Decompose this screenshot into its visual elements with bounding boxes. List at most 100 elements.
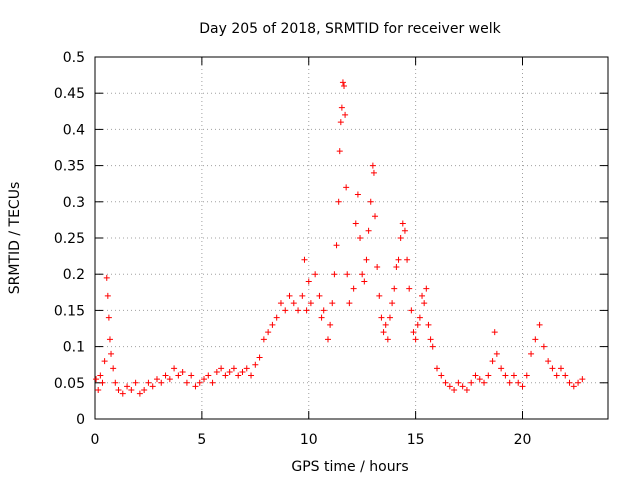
data-point [519, 383, 526, 390]
data-points [93, 79, 586, 397]
x-tick-label: 20 [514, 432, 532, 448]
data-point [506, 379, 513, 386]
data-point [336, 148, 343, 155]
data-point [108, 350, 115, 357]
data-point [307, 300, 314, 307]
data-point [425, 321, 432, 328]
data-point [213, 368, 220, 375]
data-point [344, 271, 351, 278]
data-point [103, 274, 110, 281]
data-point [359, 271, 366, 278]
data-point [386, 314, 393, 321]
data-point [365, 227, 372, 234]
data-point [354, 191, 361, 198]
data-point [331, 271, 338, 278]
data-point [510, 372, 517, 379]
data-point [230, 365, 237, 372]
data-point [316, 292, 323, 299]
data-point [269, 321, 276, 328]
x-tick-label: 5 [197, 432, 206, 448]
data-point [545, 358, 552, 365]
data-point [410, 329, 417, 336]
data-point [303, 307, 310, 314]
data-point [273, 314, 280, 321]
data-point [260, 336, 267, 343]
data-point [166, 376, 173, 383]
data-point [183, 379, 190, 386]
data-point [498, 365, 505, 372]
data-point [414, 321, 421, 328]
data-point [536, 321, 543, 328]
data-point [110, 365, 117, 372]
data-point [115, 387, 122, 394]
data-point [515, 379, 522, 386]
data-point [455, 379, 462, 386]
data-point [491, 329, 498, 336]
data-point [446, 383, 453, 390]
data-point [421, 300, 428, 307]
data-point [105, 314, 112, 321]
chart-title: Day 205 of 2018, SRMTID for receiver wel… [199, 21, 501, 37]
data-point [459, 383, 466, 390]
data-point [149, 383, 156, 390]
data-point [481, 379, 488, 386]
data-point [434, 365, 440, 372]
grid [95, 57, 608, 419]
data-point [408, 307, 415, 314]
data-point [566, 379, 573, 386]
data-point [489, 358, 496, 365]
data-point [171, 365, 178, 372]
data-point [256, 354, 263, 361]
data-point [502, 372, 509, 379]
y-tick-label: 0.3 [63, 195, 85, 211]
data-point [427, 336, 434, 343]
data-point [301, 256, 308, 263]
data-point [549, 365, 556, 372]
y-tick-label: 0.2 [63, 267, 85, 283]
data-point [395, 256, 402, 263]
data-point [369, 162, 376, 169]
data-point [337, 119, 344, 126]
data-point [378, 314, 385, 321]
data-point [523, 372, 530, 379]
x-tick-label: 0 [91, 432, 100, 448]
data-point [99, 379, 106, 386]
data-point [562, 372, 569, 379]
data-point [540, 343, 547, 350]
data-point [442, 379, 449, 386]
y-tick-label: 0.5 [63, 50, 85, 66]
y-tick-label: 0.25 [54, 231, 85, 247]
data-point [532, 336, 539, 343]
data-point [209, 379, 216, 386]
data-point [423, 285, 430, 292]
data-point [401, 227, 408, 234]
y-tick-label: 0.35 [54, 159, 85, 175]
y-tick-label: 0.1 [63, 340, 85, 356]
y-axis-label: SRMTID / TECUs [7, 182, 23, 295]
data-point [222, 372, 229, 379]
data-point [429, 343, 436, 350]
data-point [341, 82, 348, 89]
data-point [451, 387, 458, 394]
y-tick-label: 0.15 [54, 303, 85, 319]
data-point [312, 271, 319, 278]
data-point [119, 390, 126, 397]
data-point [438, 372, 445, 379]
data-point [384, 336, 391, 343]
data-point [363, 256, 370, 263]
data-point [188, 372, 195, 379]
data-point [104, 292, 111, 299]
y-tick-label: 0.05 [54, 376, 85, 392]
data-point [404, 256, 411, 263]
data-point [95, 387, 102, 394]
data-point [357, 235, 364, 241]
data-point [205, 372, 212, 379]
data-point [372, 213, 379, 220]
data-point [243, 365, 250, 372]
data-point [346, 300, 353, 307]
data-point [397, 235, 404, 241]
x-axis-label: GPS time / hours [291, 459, 408, 475]
data-point [141, 387, 148, 394]
data-point [128, 387, 135, 394]
data-point [361, 278, 368, 285]
